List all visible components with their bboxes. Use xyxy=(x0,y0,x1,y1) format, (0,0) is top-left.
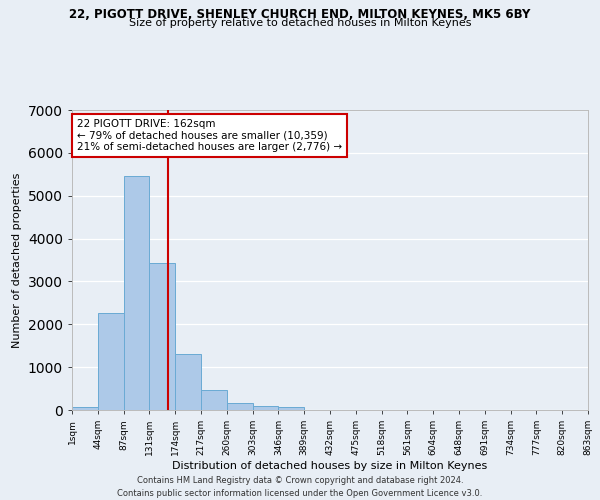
Bar xyxy=(124,176,149,410)
Text: Size of property relative to detached houses in Milton Keynes: Size of property relative to detached ho… xyxy=(129,18,471,28)
Bar xyxy=(98,312,124,410)
Bar xyxy=(227,404,253,410)
Bar xyxy=(149,262,175,410)
X-axis label: Distribution of detached houses by size in Milton Keynes: Distribution of detached houses by size … xyxy=(172,461,488,471)
Bar xyxy=(278,407,304,410)
Text: 22, PIGOTT DRIVE, SHENLEY CHURCH END, MILTON KEYNES, MK5 6BY: 22, PIGOTT DRIVE, SHENLEY CHURCH END, MI… xyxy=(70,8,530,20)
Text: Contains HM Land Registry data © Crown copyright and database right 2024.
Contai: Contains HM Land Registry data © Crown c… xyxy=(118,476,482,498)
Bar xyxy=(72,407,98,410)
Bar xyxy=(175,354,201,410)
Bar xyxy=(201,390,227,410)
Y-axis label: Number of detached properties: Number of detached properties xyxy=(12,172,22,348)
Bar xyxy=(253,406,278,410)
Text: 22 PIGOTT DRIVE: 162sqm
← 79% of detached houses are smaller (10,359)
21% of sem: 22 PIGOTT DRIVE: 162sqm ← 79% of detache… xyxy=(77,119,342,152)
